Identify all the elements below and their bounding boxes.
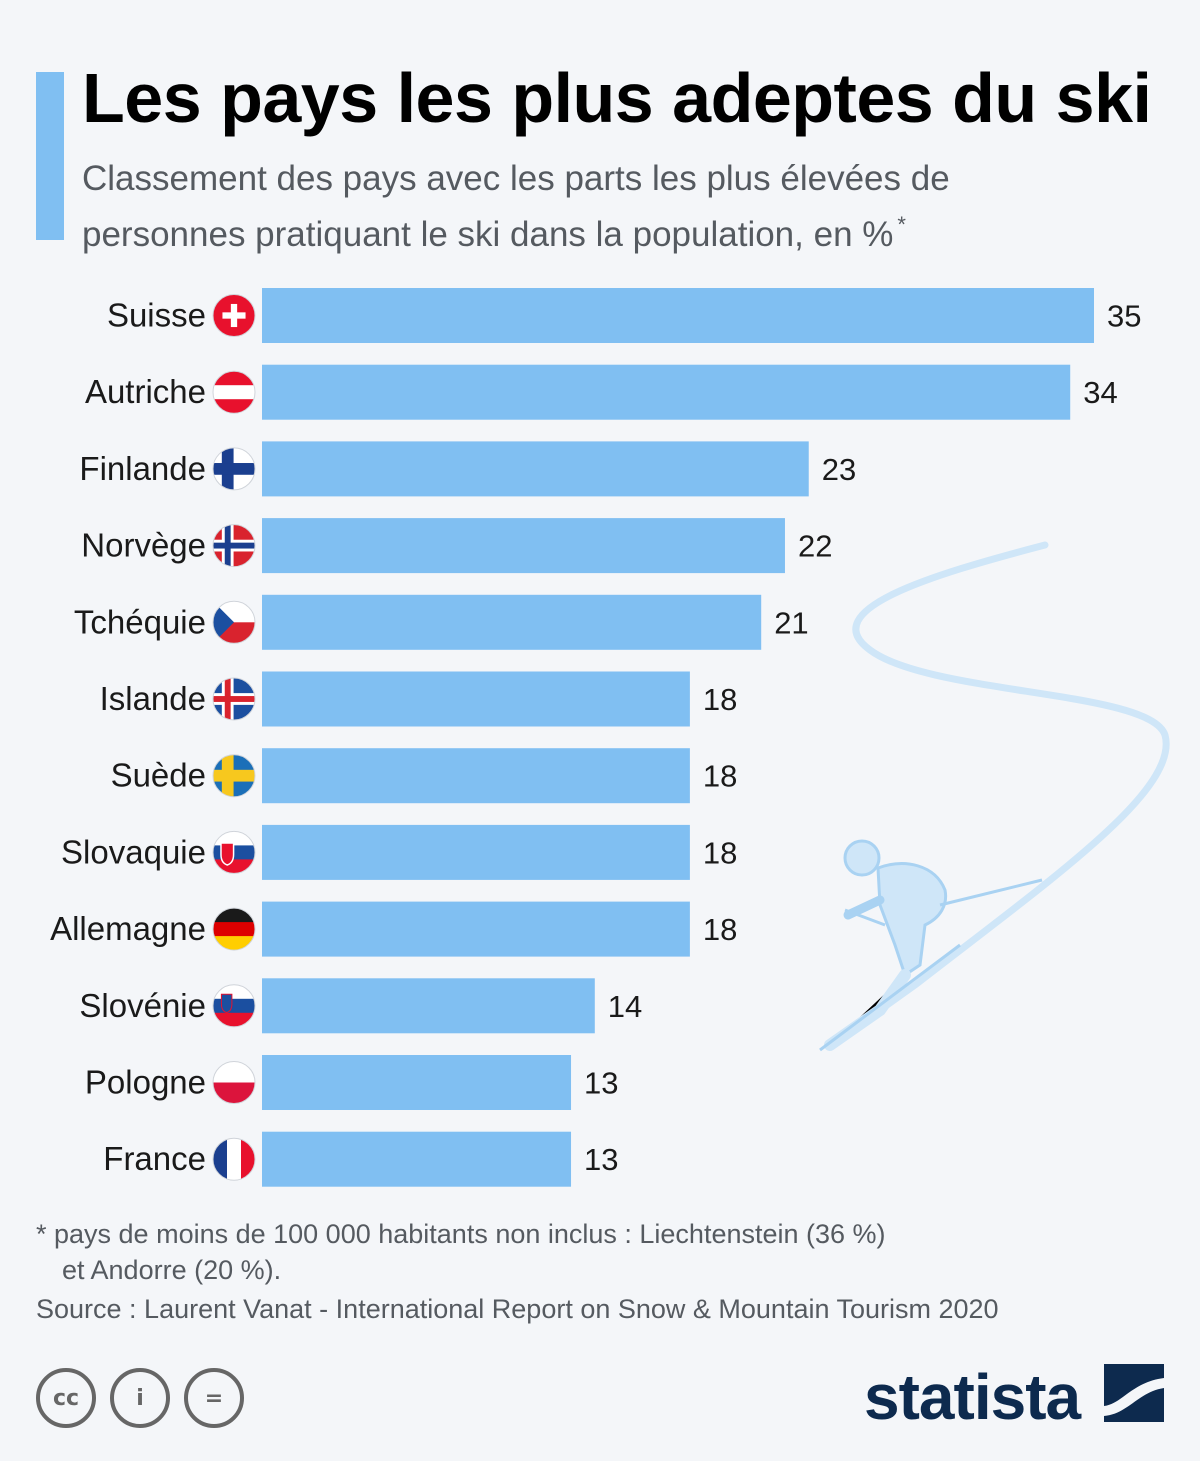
category-label-3: Norvège (81, 527, 206, 564)
value-label-9: 14 (608, 989, 642, 1024)
subtitle-asterisk: * (897, 212, 906, 237)
value-label-5: 18 (703, 682, 737, 717)
de-flag-icon (212, 907, 256, 951)
sk-flag-icon (212, 830, 256, 874)
si-flag-icon (212, 984, 256, 1028)
by-attribution-icon[interactable]: i (110, 1368, 170, 1428)
value-label-10: 13 (584, 1066, 618, 1101)
category-label-10: Pologne (85, 1064, 206, 1101)
value-label-0: 35 (1107, 299, 1141, 334)
category-label-4: Tchéquie (74, 603, 206, 640)
license-icons: cc i = (36, 1368, 244, 1428)
value-label-4: 21 (774, 605, 808, 640)
bar-9 (262, 978, 595, 1034)
value-label-11: 13 (584, 1142, 618, 1177)
value-label-3: 22 (798, 529, 832, 564)
value-label-2: 23 (822, 452, 856, 487)
category-label-5: Islande (100, 680, 206, 717)
statista-logo-icon[interactable] (1104, 1364, 1164, 1422)
no-flag-icon (212, 524, 256, 568)
bar-0 (262, 288, 1094, 343)
bar-7 (262, 824, 690, 880)
footnote-line-2: et Andorre (20 %). (62, 1255, 282, 1285)
at-flag-icon (212, 370, 256, 414)
fr-flag-icon (212, 1137, 256, 1181)
chart-subtitle-text: Classement des pays avec les parts les p… (82, 159, 950, 254)
bar-11 (262, 1131, 572, 1187)
category-label-9: Slovénie (79, 987, 206, 1024)
ch-flag-icon (212, 294, 256, 337)
skier-illustration (819, 541, 1170, 1052)
pl-flag-icon (212, 1061, 256, 1104)
statista-wordmark[interactable]: statista (864, 1361, 1081, 1433)
bar-6 (262, 748, 690, 804)
bar-chart: 35 Suisse 34 Autriche 23 Finlande 22 Norvège 21 T… (50, 288, 1170, 1187)
value-label-1: 34 (1083, 375, 1117, 410)
category-label-0: Suisse (107, 297, 206, 334)
footnote: * pays de moins de 100 000 habitants non… (36, 1216, 1096, 1288)
fi-flag-icon (212, 447, 256, 491)
value-label-6: 18 (703, 759, 737, 794)
no-derivatives-icon[interactable]: = (184, 1368, 244, 1428)
bar-2 (262, 441, 809, 497)
bar-4 (262, 594, 762, 650)
chart-subtitle: Classement des pays avec les parts les p… (82, 156, 1092, 258)
category-label-6: Suède (111, 757, 206, 794)
category-label-1: Autriche (85, 373, 206, 410)
category-label-11: France (103, 1140, 206, 1177)
bars-layer: 35 Suisse 34 Autriche 23 Finlande 22 Norvège 21 T… (50, 288, 1141, 1187)
category-label-7: Slovaquie (61, 833, 206, 870)
category-label-8: Allemagne (50, 910, 206, 947)
cc-icon[interactable]: cc (36, 1368, 96, 1428)
bar-10 (262, 1055, 572, 1110)
source-text: Source : Laurent Vanat - International R… (36, 1294, 999, 1324)
title-accent-bar (36, 72, 64, 240)
value-label-7: 18 (703, 835, 737, 870)
category-label-2: Finlande (79, 450, 206, 487)
bar-1 (262, 364, 1071, 420)
is-flag-icon (212, 677, 256, 721)
se-flag-icon (212, 754, 256, 798)
bar-8 (262, 901, 690, 957)
footnote-line-1: * pays de moins de 100 000 habitants non… (36, 1219, 886, 1249)
bar-3 (262, 518, 785, 574)
chart-title: Les pays les plus adeptes du ski (82, 59, 1152, 137)
value-label-8: 18 (703, 912, 737, 947)
bar-5 (262, 671, 690, 727)
cz-flag-icon (212, 600, 256, 644)
